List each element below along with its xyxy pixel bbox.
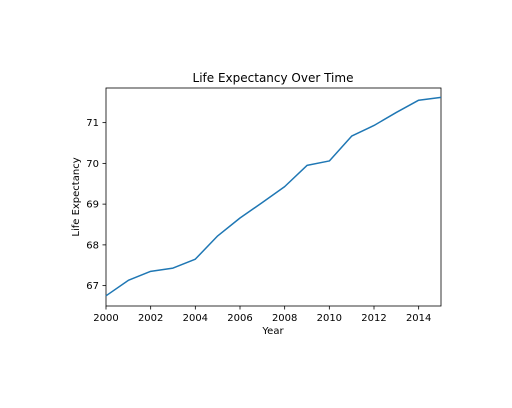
y-tick-label: 71 (86, 118, 99, 129)
x-tick-label: 2000 (93, 313, 118, 324)
x-axis-label: Year (261, 326, 284, 337)
y-tick-label: 69 (86, 200, 99, 211)
x-tick-label: 2012 (361, 313, 386, 324)
plot-frame (105, 87, 442, 307)
y-tick-label: 70 (86, 159, 99, 170)
chart-title: Life Expectancy Over Time (193, 71, 354, 85)
y-tick-label: 67 (86, 281, 99, 292)
x-tick-label: 2014 (406, 313, 431, 324)
x-axis-ticks: 2000 2002 2004 2006 2008 2010 2012 2014 (93, 306, 431, 324)
x-tick-label: 2002 (138, 313, 163, 324)
y-axis-label: Life Expectancy (71, 157, 82, 236)
plot-area (105, 87, 442, 307)
series-line (105, 96, 442, 297)
y-tick-label: 68 (86, 240, 99, 251)
x-tick-label: 2008 (272, 313, 297, 324)
y-axis-ticks: 67 68 69 70 71 (86, 118, 106, 292)
x-tick-label: 2004 (183, 313, 208, 324)
x-tick-label: 2006 (227, 313, 252, 324)
x-tick-label: 2010 (317, 313, 342, 324)
